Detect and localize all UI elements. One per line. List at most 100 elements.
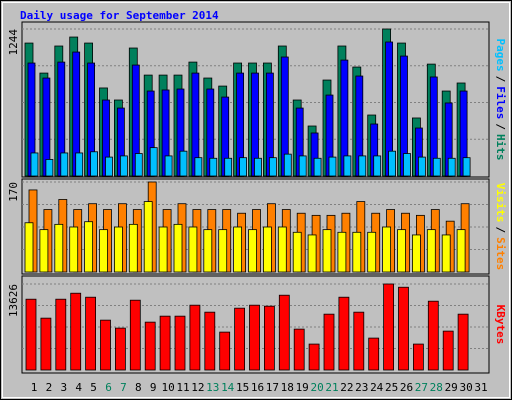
bar: [373, 155, 382, 177]
bar: [328, 156, 337, 177]
bar: [99, 229, 108, 273]
bar: [90, 151, 98, 177]
bar: [159, 315, 171, 371]
x-tick-label: 17: [266, 381, 279, 394]
legend-entry: KBytes: [494, 305, 507, 345]
bar: [382, 226, 392, 273]
bar: [128, 223, 138, 273]
bar: [70, 292, 82, 371]
x-tick-label: 14: [221, 381, 235, 394]
x-tick-label: 21: [325, 381, 338, 394]
x-tick-label: 11: [176, 381, 189, 394]
bar: [441, 234, 451, 273]
x-tick-label: 15: [236, 381, 249, 394]
bar: [100, 319, 111, 371]
bar: [277, 226, 287, 273]
x-tick-label: 7: [120, 381, 127, 394]
bar: [442, 330, 454, 371]
bar: [292, 231, 302, 273]
x-tick-label: 8: [135, 381, 142, 394]
bar: [84, 221, 93, 273]
bar: [313, 157, 322, 177]
bar: [120, 155, 128, 177]
bar: [367, 231, 377, 273]
chart-title: Daily usage for September 2014: [20, 9, 219, 22]
bar: [85, 296, 96, 371]
bar: [219, 331, 231, 371]
bar: [194, 157, 203, 177]
bar: [143, 201, 153, 273]
bar: [189, 304, 201, 371]
legend-entry: Visits: [494, 183, 507, 223]
bar: [462, 157, 471, 177]
x-tick-label: 27: [415, 381, 428, 394]
bar: [55, 298, 67, 371]
bar: [432, 157, 441, 177]
x-tick-label: 23: [355, 381, 368, 394]
bar: [39, 229, 49, 273]
y-tick-label: 1244: [7, 29, 20, 56]
bar: [24, 222, 34, 273]
bar: [338, 296, 350, 371]
bar: [368, 337, 380, 371]
bar: [412, 343, 424, 371]
bar: [203, 229, 213, 273]
bar: [144, 321, 156, 371]
bar: [383, 283, 395, 371]
bar: [30, 152, 39, 177]
bar: [209, 157, 218, 177]
bar: [262, 226, 272, 273]
legend: Visits / Sites: [494, 183, 507, 271]
legend-entry: Pages: [494, 39, 507, 72]
x-tick-label: 4: [75, 381, 82, 394]
x-tick-label: 26: [400, 381, 413, 394]
bar: [54, 223, 64, 273]
bar: [426, 229, 436, 273]
bar: [293, 328, 305, 371]
x-tick-label: 22: [340, 381, 353, 394]
x-tick-label: 10: [161, 381, 174, 394]
bar: [283, 153, 292, 177]
bar: [307, 234, 317, 273]
bar: [397, 229, 406, 273]
bar: [322, 229, 332, 273]
bar: [239, 157, 248, 177]
bar: [40, 317, 52, 371]
x-tick-label: 13: [206, 381, 219, 394]
bar: [398, 286, 409, 371]
x-tick-label: 1: [31, 381, 38, 394]
bar: [249, 304, 260, 371]
bar: [218, 229, 228, 273]
bar: [114, 226, 123, 273]
bar: [268, 157, 277, 177]
bar: [129, 299, 141, 371]
bar: [115, 327, 126, 371]
x-tick-label: 18: [281, 381, 294, 394]
x-tick-label: 3: [60, 381, 67, 394]
bar: [403, 153, 411, 177]
bar: [158, 226, 168, 273]
bar: [69, 226, 79, 273]
legend-separator: /: [494, 227, 507, 234]
bar: [254, 157, 262, 177]
bar: [174, 315, 186, 371]
x-tick-label: 12: [191, 381, 204, 394]
bar: [45, 159, 54, 177]
bar: [60, 152, 69, 177]
x-tick-label: 20: [310, 381, 323, 394]
bar: [164, 155, 173, 177]
bar: [447, 157, 456, 177]
x-tick-label: 29: [445, 381, 458, 394]
x-tick-label: 16: [251, 381, 264, 394]
y-tick-label: 13626: [7, 284, 20, 317]
bar: [427, 300, 439, 371]
x-tick-label: 28: [430, 381, 443, 394]
bar: [204, 311, 216, 371]
bar: [105, 156, 113, 177]
bar: [353, 311, 365, 371]
bar: [456, 229, 466, 273]
legend-entry: Files: [494, 86, 507, 119]
x-tick-label: 24: [370, 381, 384, 394]
x-tick-label: 31: [474, 381, 487, 394]
